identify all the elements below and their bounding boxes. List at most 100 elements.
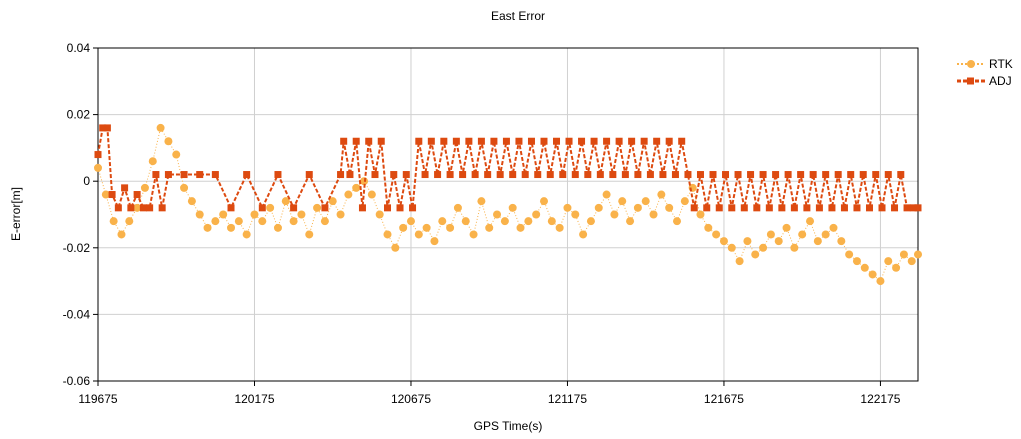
data-point-adj [621, 171, 629, 179]
data-point-rtk [266, 203, 275, 212]
data-point-rtk [391, 243, 400, 252]
data-point-rtk [352, 183, 361, 192]
data-point-adj [784, 171, 792, 179]
y-axis: -0.06 -0.04 -0.02 0 0.02 0.04 [63, 41, 98, 388]
data-point-adj [722, 171, 730, 179]
data-point-adj [521, 171, 529, 179]
data-point-adj [565, 137, 573, 145]
data-point-adj [546, 171, 554, 179]
data-point-adj [290, 204, 298, 212]
data-point-rtk [532, 210, 541, 219]
data-point-adj [440, 137, 448, 145]
data-point-adj [180, 171, 188, 179]
data-point-adj [828, 204, 836, 212]
data-point-rtk [860, 263, 869, 272]
data-point-rtk [344, 190, 353, 199]
data-point-adj [628, 137, 636, 145]
data-point-rtk [305, 230, 314, 239]
data-point-adj [534, 171, 542, 179]
data-point-rtk [586, 217, 595, 226]
data-point-adj [158, 204, 166, 212]
data-point-rtk [375, 210, 384, 219]
data-point-rtk [594, 203, 603, 212]
data-point-rtk [821, 230, 830, 239]
data-point-rtk [868, 270, 877, 279]
data-point-adj [659, 171, 667, 179]
data-point-rtk [555, 223, 564, 232]
data-point-rtk [117, 230, 126, 239]
y-tick-label: -0.06 [63, 374, 91, 388]
legend-label-rtk: RTK [989, 57, 1013, 71]
data-point-adj [211, 171, 219, 179]
x-axis-title: GPS Time(s) [474, 419, 543, 433]
data-point-rtk [140, 183, 149, 192]
data-point-rtk [485, 223, 494, 232]
data-point-adj [753, 204, 761, 212]
legend-marker-rtk [967, 60, 975, 68]
data-point-rtk [837, 237, 846, 246]
data-point-rtk [798, 230, 807, 239]
data-point-adj [671, 171, 679, 179]
data-point-rtk [133, 203, 142, 212]
data-point-rtk [610, 210, 619, 219]
data-point-adj [346, 171, 354, 179]
data-point-adj [352, 137, 360, 145]
data-point-rtk [187, 197, 196, 206]
data-point-adj [527, 137, 535, 145]
legend: RTK ADJ [957, 57, 1013, 88]
data-point-adj [459, 171, 467, 179]
data-point-rtk [273, 223, 282, 232]
data-point-adj [434, 171, 442, 179]
data-point-adj [872, 171, 880, 179]
data-point-rtk [813, 237, 822, 246]
data-point-rtk [766, 230, 775, 239]
data-point-adj [227, 204, 235, 212]
data-point-adj [772, 171, 780, 179]
data-point-adj [715, 204, 723, 212]
data-point-rtk [899, 250, 908, 259]
data-point-adj [515, 137, 523, 145]
data-point-rtk [751, 250, 760, 259]
data-point-rtk [430, 237, 439, 246]
data-point-rtk [727, 243, 736, 252]
data-point-rtk [524, 217, 533, 226]
data-point-rtk [641, 197, 650, 206]
data-point-adj [747, 171, 755, 179]
data-point-adj [465, 137, 473, 145]
data-point-rtk [907, 257, 916, 266]
data-point-rtk [477, 197, 486, 206]
data-point-rtk [719, 237, 728, 246]
x-tick-label: 119675 [78, 392, 117, 406]
data-point-rtk [696, 210, 705, 219]
data-point-rtk [320, 217, 329, 226]
data-point-rtk [516, 223, 525, 232]
data-point-rtk [571, 210, 580, 219]
data-point-rtk [500, 217, 509, 226]
data-point-rtk [148, 157, 157, 166]
series-rtk [94, 123, 922, 286]
data-point-adj [884, 171, 892, 179]
data-point-adj [665, 137, 673, 145]
data-point-adj [778, 204, 786, 212]
data-point-adj [853, 204, 861, 212]
data-point-rtk [469, 230, 478, 239]
data-point-adj [502, 137, 510, 145]
data-point-adj [759, 171, 767, 179]
data-point-adj [477, 137, 485, 145]
data-point-adj [133, 191, 141, 199]
x-tick-label: 121675 [704, 392, 744, 406]
data-point-adj [859, 171, 867, 179]
data-point-adj [634, 171, 642, 179]
data-point-rtk [438, 217, 447, 226]
data-point-adj [865, 204, 873, 212]
data-point-adj [384, 204, 392, 212]
data-point-rtk [461, 217, 470, 226]
chart-title: East Error [491, 9, 545, 23]
data-point-rtk [743, 237, 752, 246]
plot-area [97, 47, 919, 382]
data-point-rtk [806, 217, 815, 226]
y-tick-label: 0 [83, 174, 90, 188]
data-point-rtk [234, 217, 243, 226]
data-point-adj [321, 204, 329, 212]
data-point-rtk [383, 230, 392, 239]
